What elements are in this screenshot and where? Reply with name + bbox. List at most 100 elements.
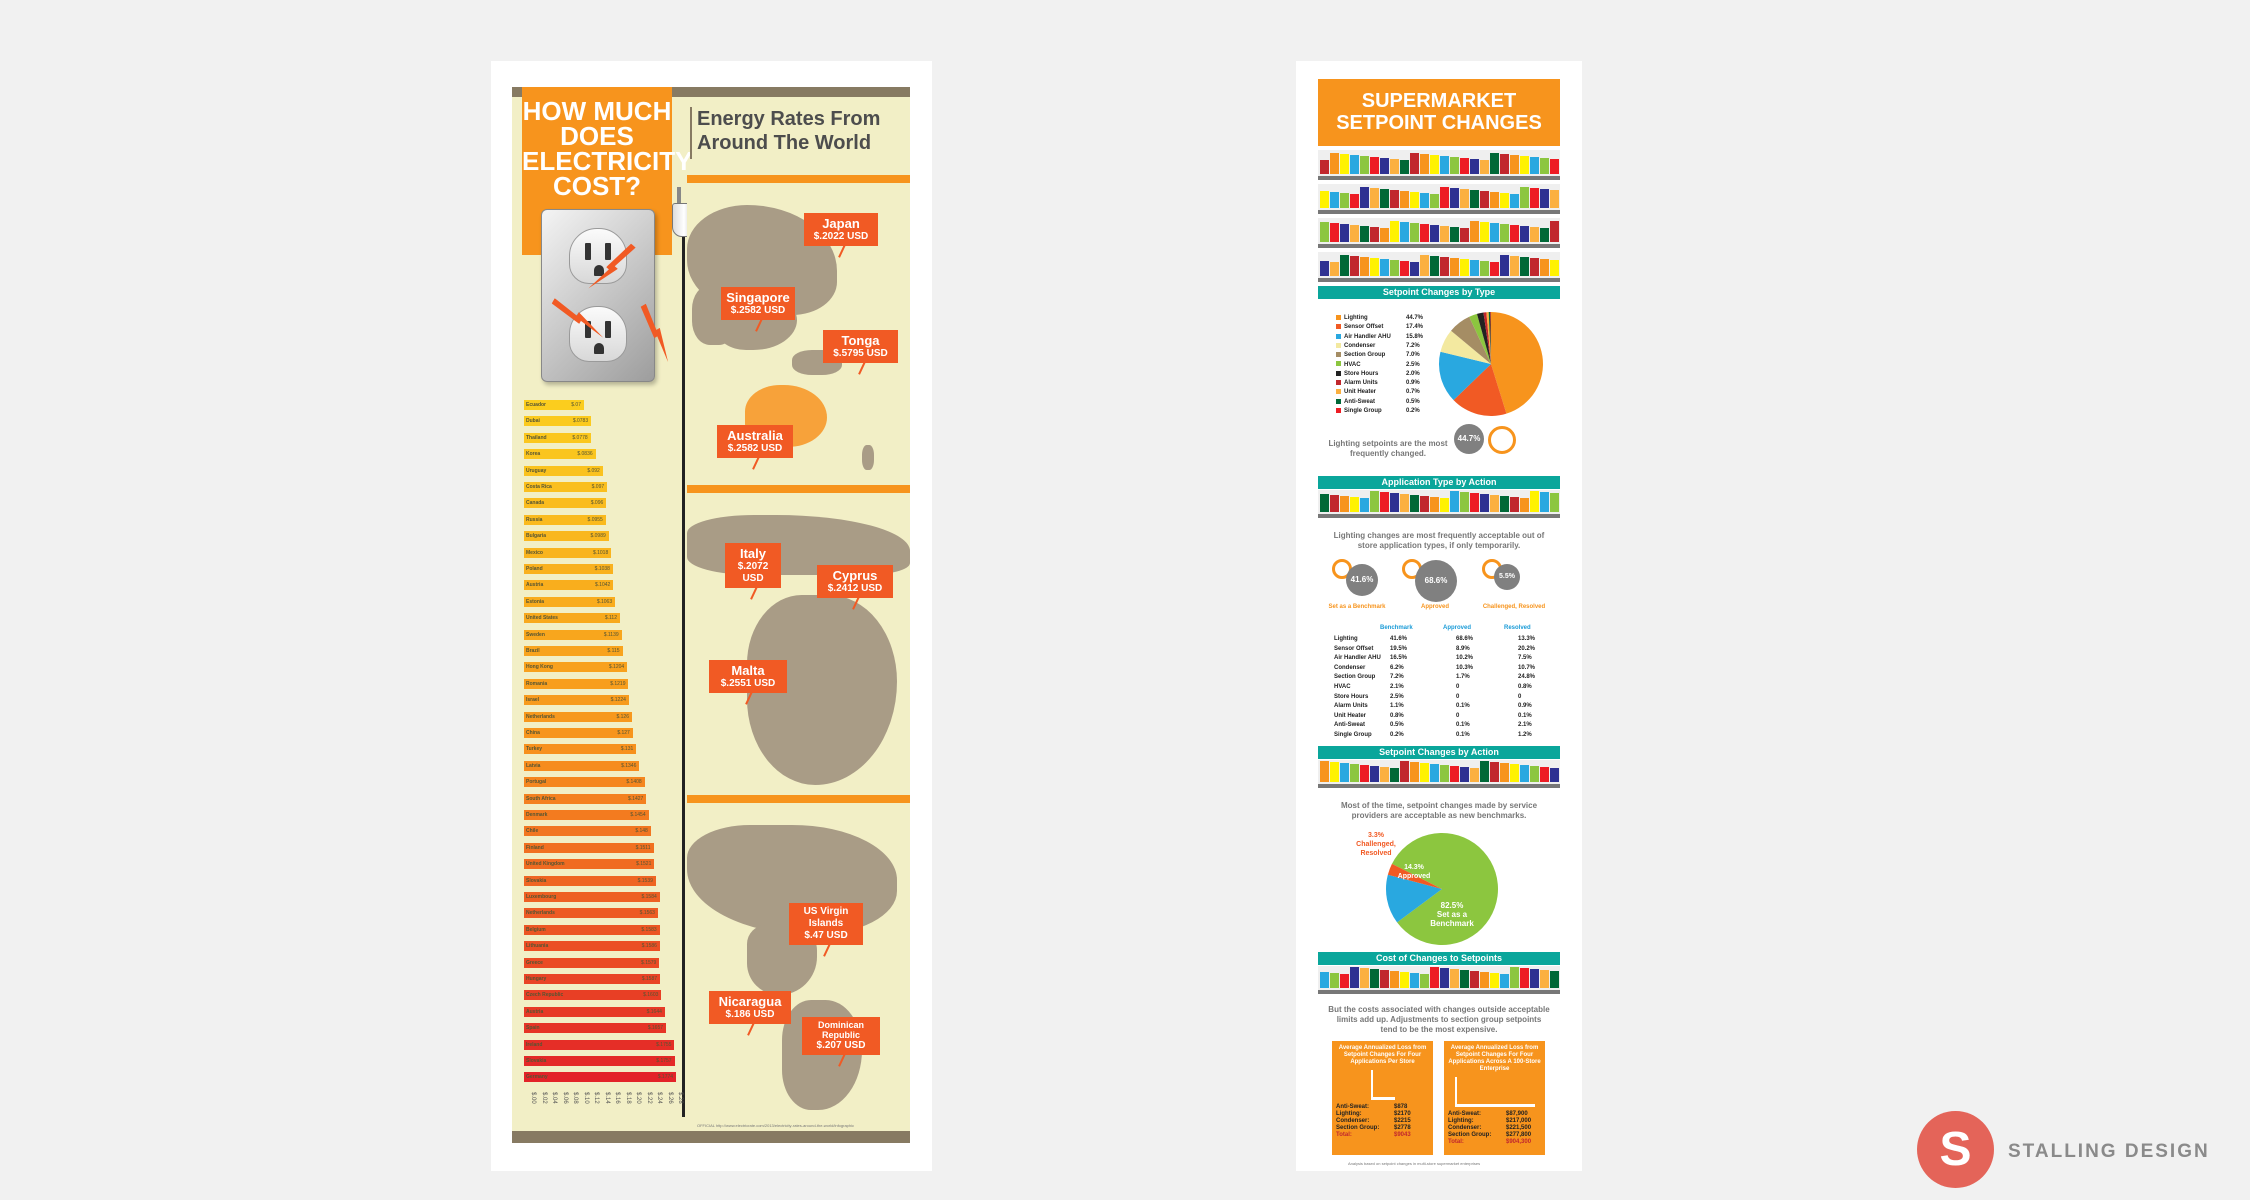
legend-pct: 2.5% xyxy=(1406,361,1420,368)
legend-row: Alarm Units 0.9% xyxy=(1336,379,1420,387)
bar-label: Denmark xyxy=(526,812,548,818)
table-cell: 16.5% xyxy=(1390,655,1408,662)
bar-value-label: $.0836 xyxy=(577,451,593,458)
table-cell: 8.9% xyxy=(1456,645,1470,652)
cost-box-0: Average Annualized Loss from Setpoint Ch… xyxy=(1332,1041,1433,1155)
bar-label: Hong Kong xyxy=(526,664,553,671)
table-cell: 0.9% xyxy=(1518,703,1532,710)
bar-value-label: $.0783 xyxy=(572,418,589,425)
brand-name[interactable]: STALLING DESIGN xyxy=(2008,1141,2210,1162)
bar-5: Costa Rica $.097 xyxy=(524,482,608,492)
legend-pct: 2.0% xyxy=(1406,370,1420,377)
table-cell: 0 xyxy=(1456,684,1460,690)
bar-value-label: $.1584 xyxy=(641,894,657,900)
x-tick-label: $.06 xyxy=(561,1092,568,1104)
pie-slice-2 xyxy=(1387,863,1442,889)
legend-row: Unit Heater 0.7% xyxy=(1336,388,1420,396)
top-brown-bar xyxy=(512,87,910,97)
bar-label: Dubai xyxy=(526,418,540,425)
bar-label: Germany xyxy=(526,1074,548,1081)
bar-29: Slovakia $.1539 xyxy=(524,875,656,886)
bar-label: Bulgaria xyxy=(526,533,547,540)
table-cell: 10.7% xyxy=(1518,664,1536,671)
bar-35: Hungary $.1587 xyxy=(524,974,661,984)
title-line: DOES xyxy=(560,121,634,151)
legend-pct: 15.8% xyxy=(1406,333,1424,340)
table-header-approved: Approved xyxy=(1443,625,1472,631)
bar-label: Ireland xyxy=(526,1041,543,1048)
section-by-type: Setpoint Changes by Type xyxy=(1318,286,1560,299)
bar-label: Slovakia xyxy=(526,1058,547,1064)
legend-label: Store Hours xyxy=(1344,370,1379,377)
bar-32: Belgium $.1583 xyxy=(524,924,660,935)
bar-label: Czech Republic xyxy=(526,992,564,999)
bar-value-label: $.1644 xyxy=(646,1008,662,1015)
x-tick-label: $.22 xyxy=(645,1092,652,1104)
map-asia-pacific: Japan $.2022 USD Singapore $.2582 USD Tong… xyxy=(687,175,910,475)
bar-label: Latvia xyxy=(526,762,541,769)
bar-value-label: $.148 xyxy=(635,828,648,835)
legend-label: Unit Heater xyxy=(1344,389,1377,396)
bar-value-label: $.0989 xyxy=(590,533,606,540)
bar-label: United Kingdom xyxy=(526,861,565,868)
table-cell: 0.8% xyxy=(1518,684,1532,690)
bar-value-label: $.1063 xyxy=(596,598,613,605)
subtitle-rule xyxy=(690,107,692,159)
right-infographic-card[interactable]: SUPERMARKET SETPOINT CHANGES Setpoint Ch… xyxy=(1296,61,1582,1171)
table-cell: Lighting xyxy=(1334,636,1358,642)
left-infographic-card[interactable]: HOW MUCH DOES ELECTRICITY COST? Energy R… xyxy=(491,61,932,1171)
cost-line: Lighting: $217,000 xyxy=(1448,1118,1532,1124)
bar-label: Korea xyxy=(526,451,541,458)
cost-box-title: Average Annualized Loss from Setpoint Ch… xyxy=(1338,1045,1427,1065)
socket-top xyxy=(569,228,627,284)
callout-italy: Italy $.2072 USD xyxy=(725,543,781,588)
bar-23: Portugal $.1408 xyxy=(524,777,645,788)
x-tick-label: $.10 xyxy=(582,1092,589,1104)
footnote-left: OFFICIAL http://www.electricrate.com/201… xyxy=(697,1123,855,1128)
cost-total: Total: $904,300 xyxy=(1448,1139,1532,1145)
x-tick-label: $.12 xyxy=(593,1092,599,1104)
bar-19: Netherlands $.126 xyxy=(524,711,632,722)
map-americas: US Virgin Islands $.47 USD Nicaragua $.186… xyxy=(687,795,910,1120)
bar-38: Spain $.1657 xyxy=(524,1023,667,1034)
stalling-design-logo[interactable]: S xyxy=(1917,1111,1994,1188)
legend-label: Single Group xyxy=(1344,408,1382,414)
x-tick-label: $.26 xyxy=(666,1092,673,1104)
table-cell: HVAC xyxy=(1334,684,1351,690)
table-cell: 1.1% xyxy=(1390,703,1404,710)
cost-box-title: Average Annualized Loss from Setpoint Ch… xyxy=(1448,1045,1541,1072)
pie-slice-3 xyxy=(1440,330,1491,364)
bar-label: South Africa xyxy=(526,795,556,802)
shelf-illustration xyxy=(1318,966,1560,994)
bar-21: Turkey $.131 xyxy=(524,744,637,755)
table-cell: 10.2% xyxy=(1456,655,1474,662)
legend-swatch xyxy=(1336,407,1341,413)
table-cell: 24.8% xyxy=(1518,674,1536,681)
x-tick-label: $.02 xyxy=(540,1092,547,1104)
bar-22: Latvia $.1346 xyxy=(524,760,640,771)
bar-value-label: $.1563 xyxy=(639,910,655,917)
table-cell: 1.7% xyxy=(1456,674,1470,681)
bar-value-label: $.1603 xyxy=(643,992,659,999)
bar-4: Uruguay $.092 xyxy=(524,465,603,476)
x-tick-label: $.18 xyxy=(624,1092,631,1104)
table-cell: Section Group xyxy=(1334,674,1376,681)
power-cord xyxy=(682,237,685,1117)
cost-total: Total: $9043 xyxy=(1336,1132,1411,1138)
bar-value-label: $.1587 xyxy=(641,976,658,982)
bar-15: Brazil $.115 xyxy=(524,646,623,656)
bar-label: Greece xyxy=(526,959,543,966)
bar-37: Austria $.1644 xyxy=(524,1006,665,1017)
slice-name: Set as a Benchmark xyxy=(1430,910,1474,928)
title-line: HOW MUCH xyxy=(522,96,672,126)
legend-row: Store Hours 2.0% xyxy=(1336,370,1420,378)
pie-slice-1 xyxy=(1453,364,1507,416)
bar-value-label: $.1042 xyxy=(595,582,611,589)
bar-6: Canada $.096 xyxy=(524,498,607,509)
shelf-illustration xyxy=(1318,150,1560,180)
table-cell: Anti-Sweat xyxy=(1334,722,1366,729)
table-cell: 0.1% xyxy=(1456,703,1470,710)
bar-label: United States xyxy=(526,615,558,622)
table-cell: 0 xyxy=(1456,693,1460,700)
x-tick-label: $.16 xyxy=(614,1092,620,1104)
